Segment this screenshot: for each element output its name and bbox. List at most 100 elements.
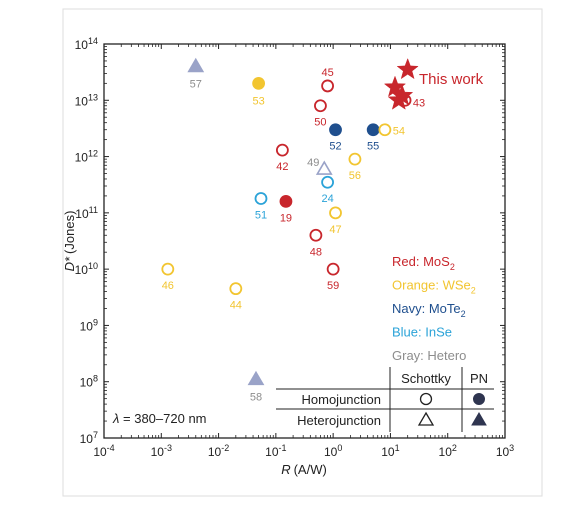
key-filled-triangle-marker xyxy=(471,412,487,426)
point-label: 50 xyxy=(314,117,326,129)
y-tick-label-exp: 12 xyxy=(88,149,98,159)
this-work-label: This work xyxy=(419,71,484,88)
y-tick-label: 108 xyxy=(80,374,98,390)
wavelength-annotation: λ = 380–720 nm xyxy=(112,411,207,426)
triangle-marker xyxy=(187,57,205,73)
wavelength-range: = 380–720 nm xyxy=(119,411,206,426)
x-tick-label: 10-3 xyxy=(151,443,172,459)
point-label: 19 xyxy=(280,212,292,224)
y-tick-label-exp: 7 xyxy=(93,430,98,440)
key-open-triangle-marker xyxy=(417,411,435,426)
y-tick-label-exp: 11 xyxy=(89,205,98,215)
y-tick-label-exp: 14 xyxy=(88,36,98,46)
y-tick-label-base: 10 xyxy=(80,376,94,390)
y-tick-label-base: 10 xyxy=(80,319,94,333)
key-row-heterojunction: Heterojunction xyxy=(297,413,381,428)
x-tick-label-base: 10 xyxy=(208,445,222,459)
wavelength-symbol: λ xyxy=(112,411,119,426)
circle-marker xyxy=(279,194,293,208)
x-tick-label-exp: -4 xyxy=(107,443,115,453)
x-tick-label-base: 10 xyxy=(439,445,453,459)
legend-entry-text: Navy: MoTe xyxy=(392,301,461,316)
y-axis-label-unit: (Jones) xyxy=(62,211,77,254)
circle-marker xyxy=(229,282,243,296)
point-label: 56 xyxy=(349,170,361,182)
x-axis: 10-4 10-3 10-2 10-1 100 101 102 103 xyxy=(93,44,514,459)
x-tick-label: 102 xyxy=(439,443,457,459)
circle-marker xyxy=(329,206,342,220)
x-tick-label-base: 10 xyxy=(93,445,107,459)
circle-marker xyxy=(314,99,327,113)
legend-entry-subscript: 2 xyxy=(471,286,476,296)
point-label: 44 xyxy=(230,300,242,312)
point-label: 58 xyxy=(250,391,262,403)
x-tick-label: 103 xyxy=(496,443,514,459)
y-tick-label-exp: 8 xyxy=(93,374,98,384)
x-tick-label-exp: -1 xyxy=(279,443,287,453)
y-axis-label-var: D* xyxy=(62,256,77,271)
circle-marker xyxy=(321,175,334,189)
y-tick-label-exp: 10 xyxy=(88,261,98,271)
key-row-homojunction: Homojunction xyxy=(302,392,382,407)
point-label: 46 xyxy=(162,280,174,292)
legend-entry: Navy: MoTe2 xyxy=(392,301,466,319)
legend-entry-subscript: 2 xyxy=(450,262,455,272)
point-label: 49 xyxy=(307,157,319,169)
y-axis-label: D* (Jones) xyxy=(62,211,77,272)
point-label: 53 xyxy=(252,95,264,107)
plot-area xyxy=(103,43,506,439)
key-header-schottky: Schottky xyxy=(401,371,451,386)
point-label: 42 xyxy=(276,161,288,173)
legend-entry-text: Red: MoS xyxy=(392,254,450,269)
legend-entry: Red: MoS2 xyxy=(392,254,455,272)
legend-entry-text: Gray: Hetero xyxy=(392,348,466,363)
y-tick-label-base: 10 xyxy=(75,263,89,277)
y-tick-label: 1013 xyxy=(75,92,98,108)
y-tick-label: 1014 xyxy=(75,36,98,52)
circle-marker xyxy=(309,228,323,242)
legend-entry: Gray: Hetero xyxy=(392,348,466,363)
x-tick-label-exp: -2 xyxy=(221,443,229,453)
this-work-stars xyxy=(383,57,419,110)
triangle-marker xyxy=(315,160,333,175)
circle-marker xyxy=(252,76,266,90)
y-tick-label-base: 10 xyxy=(75,94,89,108)
y-tick-label: 109 xyxy=(80,317,98,333)
legend-entry-subscript: 2 xyxy=(461,309,466,319)
y-tick-label-exp: 13 xyxy=(88,92,98,102)
y-tick-label: 1011 xyxy=(75,205,98,221)
point-label: 43 xyxy=(413,97,425,109)
circle-marker xyxy=(321,79,334,93)
marker-key-table: Schottky PN Homojunction Heterojunction xyxy=(276,367,494,432)
circle-marker xyxy=(329,123,342,137)
point-label: 57 xyxy=(190,78,202,90)
x-tick-label: 100 xyxy=(324,443,342,459)
circle-marker xyxy=(161,262,175,276)
point-label: 48 xyxy=(310,246,322,258)
x-tick-label: 10-4 xyxy=(93,443,114,459)
key-open-circle-marker xyxy=(419,392,433,406)
point-label: 55 xyxy=(367,141,379,153)
y-tick-label-base: 10 xyxy=(75,207,89,221)
point-label: 45 xyxy=(321,67,333,79)
legend-entry-text: Orange: WSe xyxy=(392,278,471,293)
y-tick-label: 1010 xyxy=(75,261,98,277)
circle-marker xyxy=(366,123,380,137)
x-tick-label-base: 10 xyxy=(265,445,279,459)
y-tick-label-base: 10 xyxy=(75,151,89,165)
point-label: 24 xyxy=(321,193,333,205)
circle-marker xyxy=(275,143,289,157)
x-tick-label-base: 10 xyxy=(324,445,338,459)
point-label: 51 xyxy=(255,209,267,221)
x-tick-label-exp: 3 xyxy=(509,443,514,453)
point-label: 47 xyxy=(329,224,341,236)
x-axis-label: R (A/W) xyxy=(281,462,327,477)
x-tick-label: 10-1 xyxy=(265,443,286,459)
x-axis-label-unit: (A/W) xyxy=(294,462,327,477)
y-tick-label: 107 xyxy=(80,430,98,446)
point-label: 52 xyxy=(329,141,341,153)
star-marker xyxy=(383,75,407,97)
circle-marker xyxy=(348,152,362,166)
